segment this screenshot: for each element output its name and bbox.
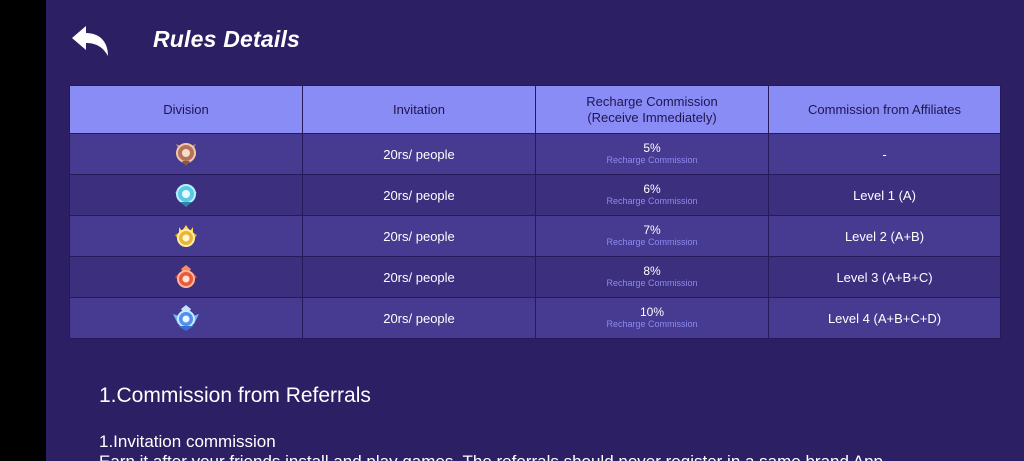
table-row: 20rs/ people 8% Recharge Commission Leve… [69, 256, 1001, 298]
table-header-row: Division Invitation Recharge Commission … [69, 85, 1001, 134]
affiliates-cell: Level 3 (A+B+C) [768, 256, 1001, 298]
invitation-cell: 20rs/ people [302, 215, 536, 257]
commission-cell: 5% Recharge Commission [535, 133, 769, 175]
commission-value: 8% [643, 264, 661, 278]
division-cell [69, 297, 303, 339]
commission-note: Recharge Commission [606, 237, 698, 247]
invitation-cell: 20rs/ people [302, 256, 536, 298]
column-header-division: Division [69, 85, 303, 134]
table-row: 20rs/ people 7% Recharge Commission Leve… [69, 215, 1001, 257]
invitation-cell: 20rs/ people [302, 174, 536, 216]
diamond-rank-icon [173, 305, 199, 331]
body-text: Earn it after your friends install and p… [99, 452, 883, 461]
silver-rank-icon [175, 184, 197, 207]
back-arrow-icon [72, 26, 108, 56]
division-cell [69, 256, 303, 298]
table-row: 20rs/ people 10% Recharge Commission Lev… [69, 297, 1001, 339]
page-title: Rules Details [153, 26, 301, 52]
gold-rank-icon [175, 225, 197, 247]
table-row: 20rs/ people 6% Recharge Commission Leve… [69, 174, 1001, 216]
division-cell [69, 215, 303, 257]
division-cell [69, 133, 303, 175]
commission-value: 6% [643, 182, 661, 196]
invitation-cell: 20rs/ people [302, 297, 536, 339]
commission-cell: 10% Recharge Commission [535, 297, 769, 339]
sub-title: 1.Invitation commission [99, 432, 276, 451]
commission-cell: 6% Recharge Commission [535, 174, 769, 216]
commission-cell: 8% Recharge Commission [535, 256, 769, 298]
affiliates-cell: - [768, 133, 1001, 175]
ruby-rank-icon [175, 265, 197, 288]
affiliates-cell: Level 2 (A+B) [768, 215, 1001, 257]
rules-table: Division Invitation Recharge Commission … [69, 85, 1001, 339]
table-row: 20rs/ people 5% Recharge Commission - [69, 133, 1001, 175]
commission-note: Recharge Commission [606, 155, 698, 165]
division-cell [69, 174, 303, 216]
invitation-cell: 20rs/ people [302, 133, 536, 175]
column-header-affiliates: Commission from Affiliates [768, 85, 1001, 134]
commission-value: 5% [643, 141, 661, 155]
commission-note: Recharge Commission [606, 196, 698, 206]
commission-value: 7% [643, 223, 661, 237]
bronze-rank-icon [176, 143, 196, 166]
header-bar: Rules Details [46, 0, 1024, 80]
column-header-invitation: Invitation [302, 85, 536, 134]
commission-note: Recharge Commission [606, 319, 698, 329]
commission-cell: 7% Recharge Commission [535, 215, 769, 257]
section-title: 1.Commission from Referrals [99, 384, 371, 407]
back-button[interactable] [68, 22, 112, 62]
affiliates-cell: Level 1 (A) [768, 174, 1001, 216]
affiliates-cell: Level 4 (A+B+C+D) [768, 297, 1001, 339]
commission-value: 10% [639, 305, 665, 319]
commission-note: Recharge Commission [606, 278, 698, 288]
rules-screen: Rules Details Division Invitation Rechar… [46, 0, 1024, 461]
column-header-recharge-commission: Recharge Commission (Receive Immediately… [535, 85, 769, 134]
